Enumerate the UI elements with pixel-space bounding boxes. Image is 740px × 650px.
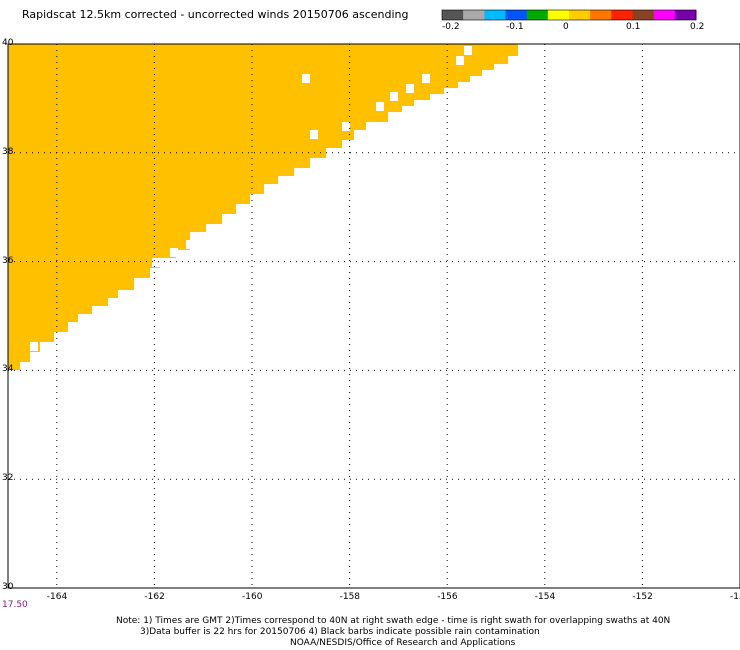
swath-area: [8, 44, 518, 370]
colorbar-segment: [590, 10, 612, 20]
longitude-label: -152: [632, 592, 653, 602]
latitude-label: 36: [2, 255, 14, 266]
note-line-3: NOAA/NESDIS/Office of Research and Appli…: [290, 638, 516, 648]
colorbar-tick-label: 0.2: [690, 22, 705, 32]
latitude-label: 34: [2, 364, 14, 375]
missing-data-cell: [464, 46, 472, 55]
colorbar-tick-label: -0.1: [506, 22, 524, 32]
colorbar-segment: [484, 10, 506, 20]
missing-data-cell: [30, 342, 38, 351]
map-title: Rapidscat 12.5km corrected - uncorrected…: [22, 8, 409, 21]
longitude-label: -160: [242, 592, 263, 602]
note-line-1: Note: 1) Times are GMT 2)Times correspon…: [116, 616, 671, 626]
colorbar-segment: [632, 10, 655, 20]
missing-data-cell: [342, 122, 350, 131]
latitude-label: 38: [2, 146, 14, 157]
missing-data-cell: [390, 92, 398, 101]
longitude-label: -158: [339, 592, 361, 602]
note-line-2: 3)Data buffer is 22 hrs for 20150706 4) …: [140, 627, 540, 637]
colorbar: [441, 9, 697, 21]
longitude-label: -156: [437, 592, 458, 602]
wind-swath: [8, 44, 518, 370]
longitude-label: -162: [144, 592, 165, 602]
latitude-label: 40: [2, 38, 14, 48]
missing-data-cell: [310, 130, 318, 139]
time-label: 17.50: [2, 600, 28, 610]
colorbar-tick-label: 0: [563, 22, 569, 32]
colorbar-tick-label: -0.2: [442, 22, 460, 32]
colorbar-segment: [653, 10, 676, 20]
latitude-label: 32: [2, 473, 14, 484]
missing-data-cell: [456, 56, 464, 65]
colorbar-segment: [611, 10, 633, 20]
missing-data-cell: [376, 102, 384, 111]
longitude-label: -150: [730, 592, 740, 602]
colorbar-segment: [463, 10, 485, 20]
colorbar-segment: [569, 10, 591, 20]
missing-data-cell: [406, 84, 414, 93]
latitude-label: 30: [2, 582, 14, 592]
colorbar-segment: [505, 10, 528, 20]
missing-data-cell: [186, 240, 194, 249]
colorbar-segment: [442, 10, 464, 20]
colorbar-segment: [526, 10, 549, 20]
missing-data-cell: [302, 74, 310, 83]
colorbar-tick-label: 0.1: [626, 22, 641, 32]
longitude-label: -154: [534, 592, 556, 602]
missing-data-cell: [422, 74, 430, 83]
missing-data-cell: [152, 258, 160, 267]
colorbar-segment: [547, 10, 570, 20]
map-frame: [7, 43, 740, 589]
colorbar-segment: [674, 10, 697, 20]
missing-data-cell: [170, 248, 178, 257]
longitude-label: -164: [46, 592, 68, 602]
